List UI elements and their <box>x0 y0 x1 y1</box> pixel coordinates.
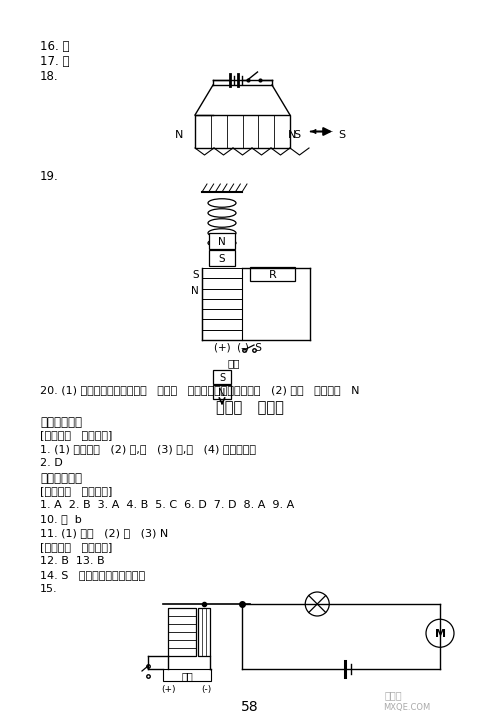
Bar <box>195 115 290 148</box>
Text: S: S <box>218 254 226 264</box>
Text: S: S <box>338 130 345 140</box>
Text: 2. D: 2. D <box>40 458 63 468</box>
Text: 20. (1) 通电导体周围存在磁场   地磁场   磁场方向与电流方向有关   (2) 轻最   条形磁铁   N: 20. (1) 通电导体周围存在磁场 地磁场 磁场方向与电流方向有关 (2) 轻… <box>40 385 360 395</box>
Text: 16. 略: 16. 略 <box>40 40 70 53</box>
Text: S: S <box>293 130 300 140</box>
Text: (+)  (-)  S: (+) (-) S <box>214 343 262 353</box>
Text: 10. 正  b: 10. 正 b <box>40 514 82 524</box>
Text: 17. 略: 17. 略 <box>40 55 70 68</box>
Text: 【合作探究】: 【合作探究】 <box>40 416 82 429</box>
Text: (-): (-) <box>201 685 211 694</box>
Text: N: N <box>191 286 199 296</box>
Bar <box>168 608 196 656</box>
Text: R: R <box>268 270 276 280</box>
Text: 18.: 18. <box>40 70 58 83</box>
Text: M: M <box>434 629 446 639</box>
Text: (+): (+) <box>161 685 176 694</box>
Text: N: N <box>288 130 296 140</box>
Text: [基础过关   知能演练]: [基础过关 知能演练] <box>40 486 113 496</box>
Text: 58: 58 <box>241 700 259 714</box>
Text: 11. (1) 增加   (2) 乙   (3) N: 11. (1) 增加 (2) 乙 (3) N <box>40 528 168 538</box>
Text: 12. B  13. B: 12. B 13. B <box>40 556 104 566</box>
Text: [典型示例   精讲点拨]: [典型示例 精讲点拨] <box>40 430 113 440</box>
Text: S: S <box>219 373 225 383</box>
Text: 【达标训练】: 【达标训练】 <box>40 472 82 485</box>
Text: 电源: 电源 <box>227 358 239 368</box>
Bar <box>163 669 211 681</box>
Text: N: N <box>174 130 183 140</box>
Bar <box>250 267 295 281</box>
Bar <box>213 385 231 399</box>
Text: 1. A  2. B  3. A  4. B  5. C  6. D  7. D  8. A  9. A: 1. A 2. B 3. A 4. B 5. C 6. D 7. D 8. A … <box>40 500 294 510</box>
Text: 电源: 电源 <box>181 671 193 681</box>
Text: 第三节   电磁铁: 第三节 电磁铁 <box>216 400 284 415</box>
Text: [素能提升   体验中考]: [素能提升 体验中考] <box>40 542 113 552</box>
Text: S: S <box>192 270 199 280</box>
Bar <box>209 250 235 266</box>
Text: 14. S   控制电路电源电压太小: 14. S 控制电路电源电压太小 <box>40 570 145 580</box>
Text: MXQE.COM: MXQE.COM <box>383 703 430 712</box>
Text: 答案圈: 答案圈 <box>385 690 402 700</box>
Bar <box>198 608 210 656</box>
Text: N: N <box>218 237 226 247</box>
Text: 1. (1) 磁性增强   (2) 甲,乙   (3) 乙,丙   (4) 电流一定时: 1. (1) 磁性增强 (2) 甲,乙 (3) 乙,丙 (4) 电流一定时 <box>40 444 256 454</box>
Bar <box>209 233 235 249</box>
Text: 19.: 19. <box>40 170 59 183</box>
Text: N: N <box>218 388 226 398</box>
Text: 15.: 15. <box>40 584 58 594</box>
Bar <box>213 370 231 384</box>
